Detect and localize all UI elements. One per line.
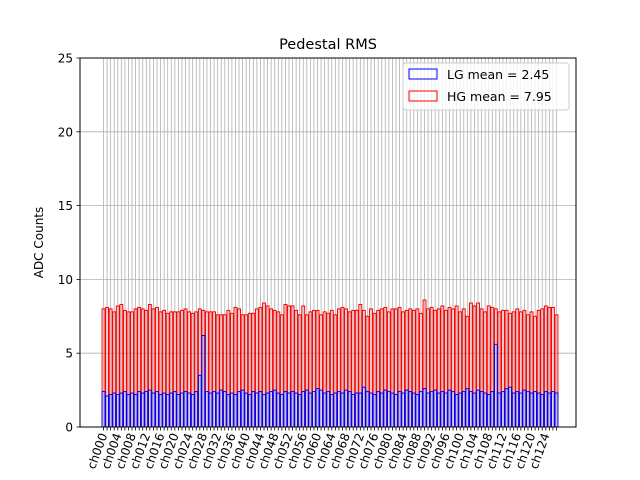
- x-axis: ch000ch004ch008ch012ch016ch020ch024ch028…: [84, 427, 557, 471]
- y-tick-label-1: 5: [65, 347, 73, 361]
- legend-swatch-lg: [408, 68, 438, 80]
- y-tick-label-3: 15: [58, 199, 73, 213]
- grid: [80, 57, 576, 428]
- legend-box: [402, 62, 570, 111]
- y-tick-label-2: 10: [58, 273, 73, 287]
- y-axis-label: ADC Counts: [32, 207, 46, 279]
- y-tick-label-0: 0: [65, 421, 73, 435]
- legend-label-hg: HG mean = 7.95: [447, 89, 552, 104]
- hg-bars: [101, 299, 559, 428]
- y-tick-label-5: 25: [58, 52, 73, 66]
- legend-label-lg: LG mean = 2.45: [447, 67, 549, 82]
- y-tick-label-4: 20: [58, 125, 73, 139]
- legend-swatch-hg: [408, 90, 438, 102]
- chart-title: Pedestal RMS: [279, 37, 377, 53]
- y-axis: 0 5 10 15 20 25: [58, 52, 80, 435]
- legend: LG mean = 2.45 HG mean = 7.95: [402, 62, 570, 111]
